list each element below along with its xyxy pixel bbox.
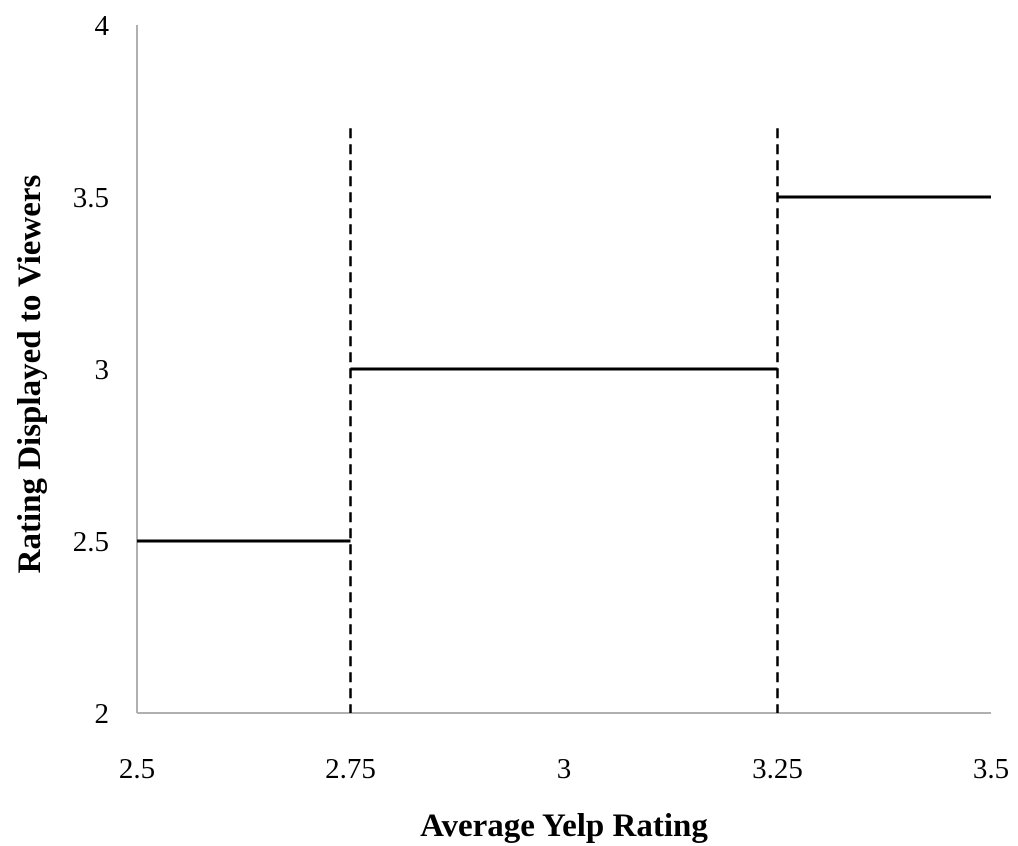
y-tick-label: 4: [95, 10, 110, 42]
x-tick-label: 3: [557, 753, 572, 785]
axes: [136, 25, 991, 714]
y-tick-labels: 2 2.5 3 3.5 4: [73, 10, 110, 730]
y-tick-label: 2: [95, 698, 110, 730]
y-tick-label: 2.5: [73, 526, 109, 558]
y-axis-title: Rating Displayed to Viewers: [12, 174, 48, 573]
y-tick-label: 3.5: [73, 182, 109, 214]
x-tick-label: 2.75: [325, 753, 376, 785]
step-series: [137, 195, 991, 543]
x-tick-label: 3.25: [752, 753, 803, 785]
x-tick-labels: 2.5 2.75 3 3.25 3.5: [119, 753, 1009, 785]
x-tick-label: 3.5: [973, 753, 1009, 785]
threshold-lines: [349, 128, 779, 713]
y-tick-label: 3: [95, 354, 110, 386]
x-axis-title: Average Yelp Rating: [420, 808, 708, 844]
x-tick-label: 2.5: [119, 753, 155, 785]
